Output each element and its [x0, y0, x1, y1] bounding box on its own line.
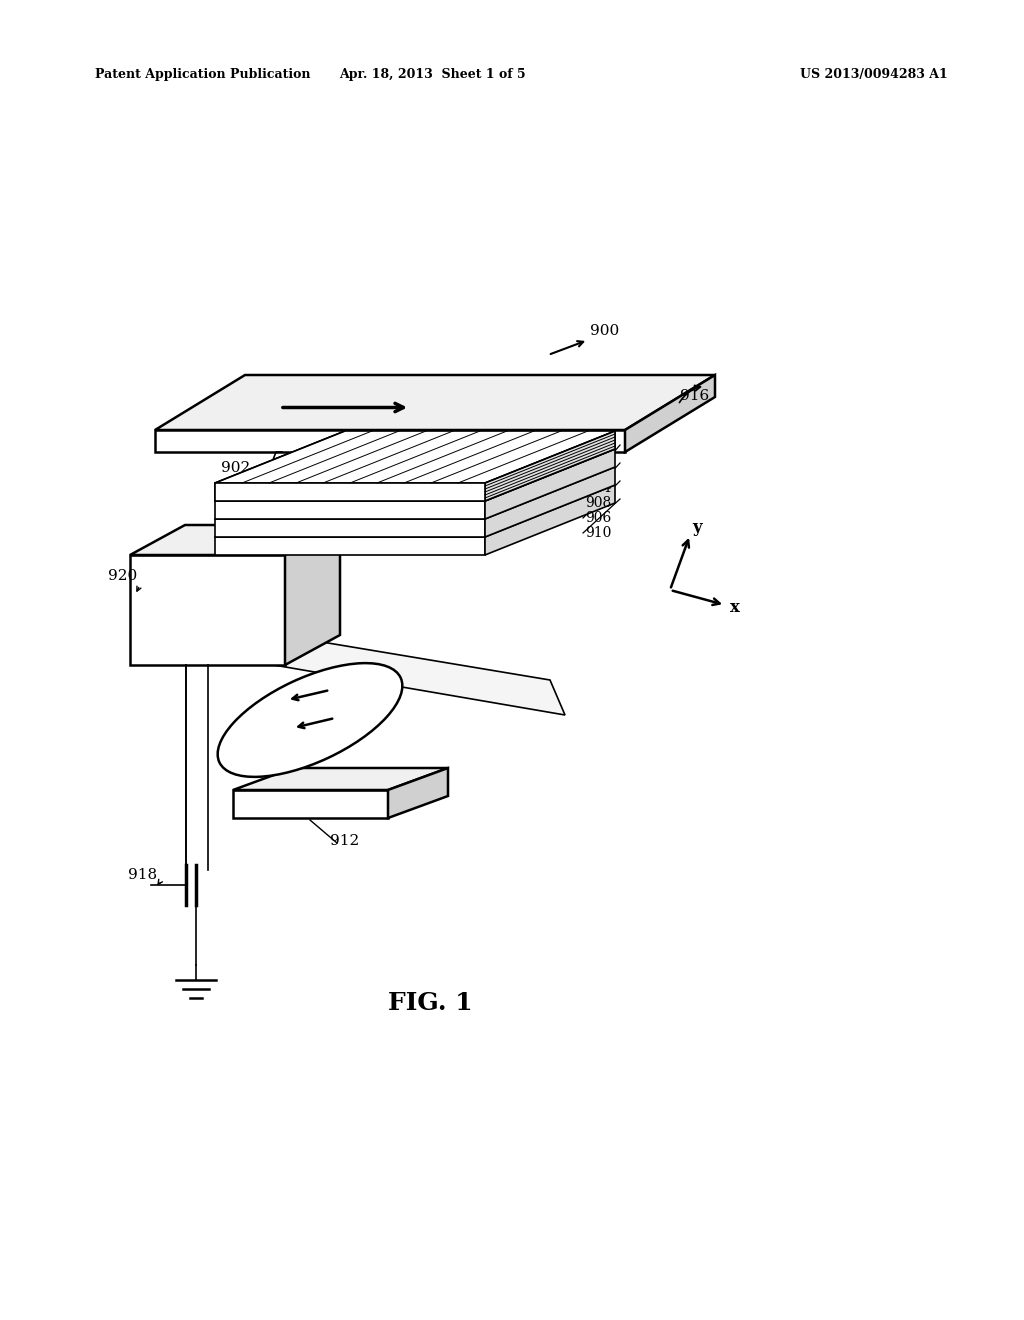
PathPatch shape: [485, 432, 615, 502]
Text: 904: 904: [585, 480, 611, 495]
Text: 920: 920: [108, 569, 137, 583]
PathPatch shape: [215, 467, 615, 519]
PathPatch shape: [215, 449, 615, 502]
PathPatch shape: [285, 525, 340, 665]
Text: Apr. 18, 2013  Sheet 1 of 5: Apr. 18, 2013 Sheet 1 of 5: [339, 69, 525, 81]
Text: FIG. 1: FIG. 1: [388, 991, 472, 1015]
Text: 902: 902: [221, 461, 250, 474]
PathPatch shape: [215, 432, 615, 483]
Text: 906: 906: [585, 511, 611, 525]
PathPatch shape: [155, 430, 625, 451]
Text: 908: 908: [585, 496, 611, 510]
Text: y: y: [692, 520, 701, 536]
Text: 900: 900: [590, 323, 620, 338]
PathPatch shape: [233, 768, 449, 789]
Text: 912: 912: [330, 834, 359, 847]
PathPatch shape: [215, 483, 485, 502]
Ellipse shape: [218, 663, 402, 777]
PathPatch shape: [485, 467, 615, 537]
Text: 918: 918: [128, 869, 157, 882]
PathPatch shape: [485, 432, 615, 502]
PathPatch shape: [215, 537, 485, 554]
PathPatch shape: [220, 624, 565, 715]
PathPatch shape: [233, 789, 388, 818]
Text: x: x: [730, 598, 740, 615]
PathPatch shape: [215, 484, 615, 537]
Text: 910: 910: [585, 525, 611, 540]
PathPatch shape: [485, 449, 615, 519]
Text: Patent Application Publication: Patent Application Publication: [95, 69, 310, 81]
Text: US 2013/0094283 A1: US 2013/0094283 A1: [800, 69, 948, 81]
PathPatch shape: [485, 484, 615, 554]
PathPatch shape: [215, 432, 615, 483]
PathPatch shape: [155, 375, 715, 430]
PathPatch shape: [215, 502, 485, 519]
PathPatch shape: [130, 525, 340, 554]
PathPatch shape: [388, 768, 449, 818]
Text: 916: 916: [680, 389, 710, 403]
PathPatch shape: [130, 554, 285, 665]
PathPatch shape: [215, 519, 485, 537]
PathPatch shape: [215, 483, 485, 502]
PathPatch shape: [625, 375, 715, 451]
